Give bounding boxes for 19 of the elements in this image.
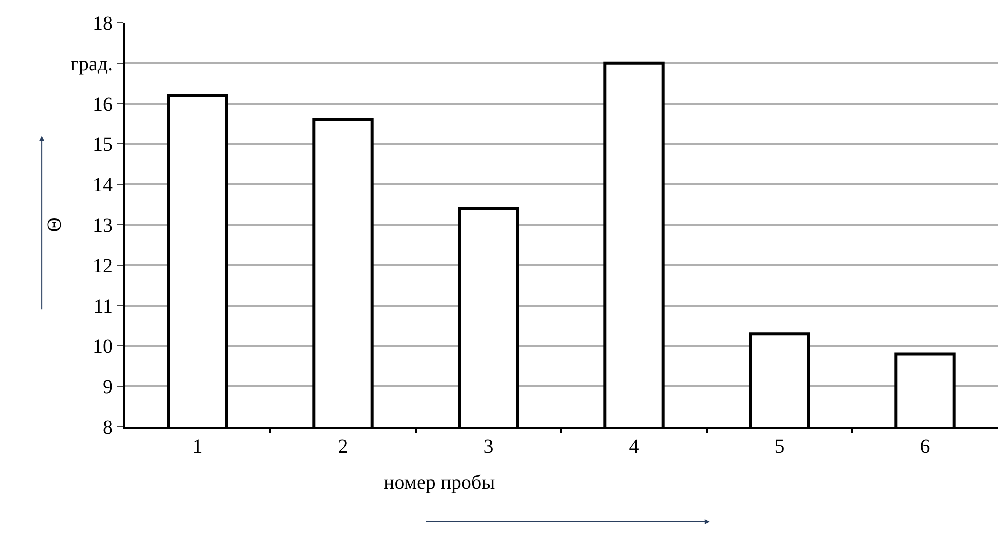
y-tick-label: 10 xyxy=(93,336,113,358)
y-tick-label: 8 xyxy=(103,417,113,439)
x-axis-title: номер пробы xyxy=(384,472,496,494)
x-tick-label: 6 xyxy=(920,436,930,458)
x-tick-label: 3 xyxy=(484,436,494,458)
y-tick-label: 15 xyxy=(93,134,113,156)
x-tick-label: 1 xyxy=(192,436,203,458)
y-tick-label: 13 xyxy=(93,215,113,237)
x-tick-label: 5 xyxy=(774,436,785,458)
y-tick-label: 11 xyxy=(94,296,113,318)
y-tick-label: 9 xyxy=(103,376,113,399)
y-tick-label: град. xyxy=(70,53,113,76)
x-tick-label: 2 xyxy=(338,436,348,458)
y-tick-label: 12 xyxy=(93,255,113,278)
x-tick-label: 4 xyxy=(629,436,640,458)
y-tick-label: 18 xyxy=(93,13,113,35)
y-tick-label: 14 xyxy=(93,174,113,197)
y-tick-label: 16 xyxy=(93,94,113,116)
y-axis-title: Θ xyxy=(44,218,66,232)
